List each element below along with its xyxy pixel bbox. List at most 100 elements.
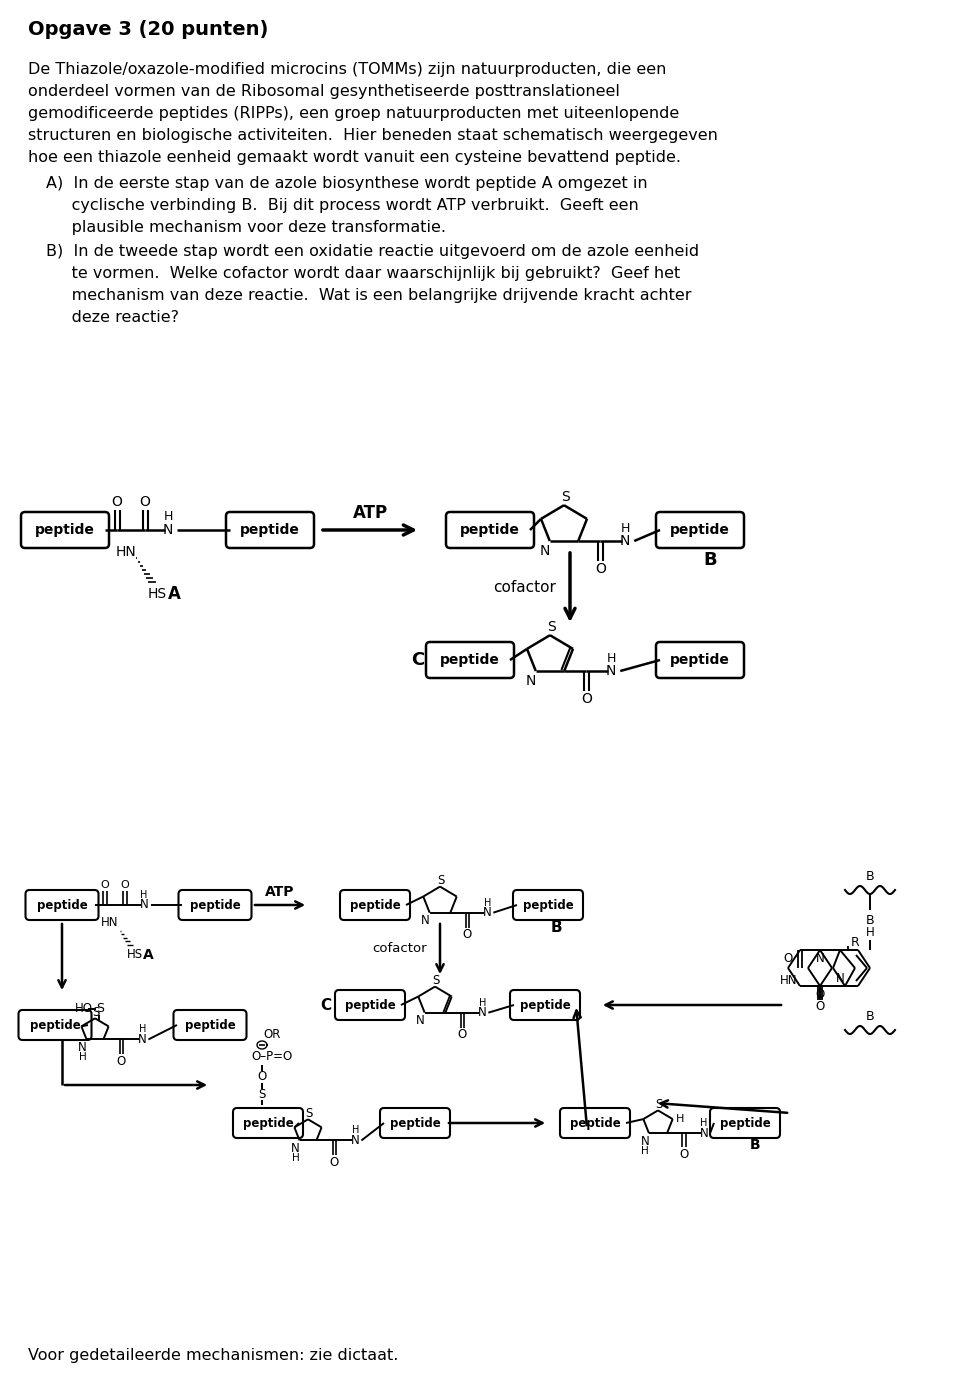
Text: O: O xyxy=(595,562,606,575)
Text: O: O xyxy=(111,495,123,509)
Text: De Thiazole/oxazole-​modified microcins (TOMMs) zijn natuurproducten, die een: De Thiazole/oxazole-​modified microcins … xyxy=(28,62,666,77)
Text: HS: HS xyxy=(148,586,167,602)
Text: plausible mechanism voor deze transformatie.: plausible mechanism voor deze transforma… xyxy=(46,219,446,235)
Text: H: H xyxy=(607,651,616,665)
Text: Opgave 3 (20 punten): Opgave 3 (20 punten) xyxy=(28,19,269,39)
Text: N: N xyxy=(421,914,430,927)
Text: N: N xyxy=(640,1134,649,1148)
FancyBboxPatch shape xyxy=(426,642,514,678)
FancyBboxPatch shape xyxy=(18,1010,91,1041)
Text: N: N xyxy=(78,1041,87,1054)
FancyBboxPatch shape xyxy=(179,890,252,920)
Text: peptide: peptide xyxy=(670,653,730,667)
Text: H: H xyxy=(351,1126,359,1136)
Text: peptide: peptide xyxy=(390,1116,441,1129)
Text: B: B xyxy=(866,1010,875,1023)
Text: peptide: peptide xyxy=(36,523,95,537)
Text: O: O xyxy=(330,1156,339,1169)
Text: B: B xyxy=(866,869,875,882)
Text: cofactor: cofactor xyxy=(493,580,557,595)
Text: peptide: peptide xyxy=(243,1116,294,1129)
Text: O: O xyxy=(815,988,825,1000)
Text: cyclische verbinding B.  Bij dit process wordt ATP verbruikt.  Geeft een: cyclische verbinding B. Bij dit process … xyxy=(46,197,638,213)
Text: S: S xyxy=(305,1107,313,1119)
Text: N: N xyxy=(478,1006,487,1020)
FancyBboxPatch shape xyxy=(233,1108,303,1138)
Text: ATP: ATP xyxy=(265,885,295,898)
Text: O: O xyxy=(458,1028,467,1041)
Text: H: H xyxy=(866,926,875,938)
FancyBboxPatch shape xyxy=(446,512,534,548)
Text: S: S xyxy=(561,490,569,504)
Text: B: B xyxy=(866,914,875,926)
Text: peptide: peptide xyxy=(519,999,570,1012)
Text: O: O xyxy=(101,880,109,890)
Text: HN: HN xyxy=(115,545,136,559)
Text: O: O xyxy=(581,691,591,707)
Text: peptide: peptide xyxy=(240,523,300,537)
Text: peptide: peptide xyxy=(36,898,87,912)
Text: HS: HS xyxy=(127,948,143,962)
Text: O: O xyxy=(117,1054,126,1068)
Text: te vormen.  Welke cofactor wordt daar waarschijnlijk bij gebruikt?  Geef het: te vormen. Welke cofactor wordt daar waa… xyxy=(46,266,681,282)
FancyBboxPatch shape xyxy=(510,989,580,1020)
Text: O–P=O: O–P=O xyxy=(252,1050,293,1064)
FancyBboxPatch shape xyxy=(656,642,744,678)
Text: peptide: peptide xyxy=(670,523,730,537)
Text: N: N xyxy=(291,1143,300,1155)
FancyBboxPatch shape xyxy=(21,512,109,548)
Text: N: N xyxy=(540,544,550,558)
Text: N: N xyxy=(700,1126,708,1140)
Text: HN: HN xyxy=(780,973,797,987)
Text: peptide: peptide xyxy=(440,653,500,667)
Text: H: H xyxy=(479,998,486,1007)
Text: N: N xyxy=(139,898,149,912)
Text: peptide: peptide xyxy=(460,523,520,537)
Text: peptide: peptide xyxy=(184,1018,235,1031)
Text: structuren en biologische activiteiten.  Hier beneden staat schematisch weergege: structuren en biologische activiteiten. … xyxy=(28,128,718,144)
Text: O: O xyxy=(257,1071,267,1083)
Text: S: S xyxy=(92,1006,100,1018)
Text: B: B xyxy=(703,551,717,569)
FancyBboxPatch shape xyxy=(656,512,744,548)
Text: H: H xyxy=(676,1114,684,1125)
Text: peptide: peptide xyxy=(345,999,396,1012)
Text: S: S xyxy=(656,1098,662,1111)
Text: O: O xyxy=(680,1148,688,1161)
Text: N: N xyxy=(417,1014,425,1027)
FancyBboxPatch shape xyxy=(380,1108,450,1138)
Text: peptide: peptide xyxy=(349,898,400,912)
Text: cofactor: cofactor xyxy=(372,943,427,955)
Text: S: S xyxy=(432,974,440,987)
Text: peptide: peptide xyxy=(569,1116,620,1129)
FancyBboxPatch shape xyxy=(26,890,99,920)
Text: O: O xyxy=(121,880,130,890)
Text: H: H xyxy=(484,897,491,908)
Text: Voor gedetaileerde mechanismen: zie dictaat.: Voor gedetaileerde mechanismen: zie dict… xyxy=(28,1348,398,1363)
FancyBboxPatch shape xyxy=(560,1108,630,1138)
FancyBboxPatch shape xyxy=(226,512,314,548)
Text: H: H xyxy=(641,1147,649,1156)
Text: A: A xyxy=(143,948,154,962)
Text: H: H xyxy=(138,1024,146,1035)
Text: C: C xyxy=(412,651,424,669)
Text: HO: HO xyxy=(75,1002,93,1016)
Text: ATP: ATP xyxy=(352,504,388,522)
Text: B: B xyxy=(550,919,562,934)
Text: H: H xyxy=(163,511,173,523)
Text: A)  In de eerste stap van de azole biosynthese wordt peptide A omgezet in: A) In de eerste stap van de azole biosyn… xyxy=(46,177,648,190)
FancyBboxPatch shape xyxy=(174,1010,247,1041)
Text: N: N xyxy=(163,523,173,537)
Text: A: A xyxy=(168,585,180,603)
Text: R: R xyxy=(851,936,859,948)
Text: hoe een thiazole eenheid gemaakt wordt vanuit een cysteine bevattend peptide.: hoe een thiazole eenheid gemaakt wordt v… xyxy=(28,150,681,166)
Text: B: B xyxy=(750,1138,760,1152)
Text: O: O xyxy=(139,495,151,509)
Text: H: H xyxy=(292,1154,300,1163)
Text: H: H xyxy=(140,890,148,900)
Text: peptide: peptide xyxy=(30,1018,81,1031)
Text: N: N xyxy=(351,1134,360,1147)
Text: deze reactie?: deze reactie? xyxy=(46,310,179,326)
Text: B)  In de tweede stap wordt een oxidatie reactie uitgevoerd om de azole eenheid: B) In de tweede stap wordt een oxidatie … xyxy=(46,244,699,259)
Text: N: N xyxy=(138,1034,147,1046)
